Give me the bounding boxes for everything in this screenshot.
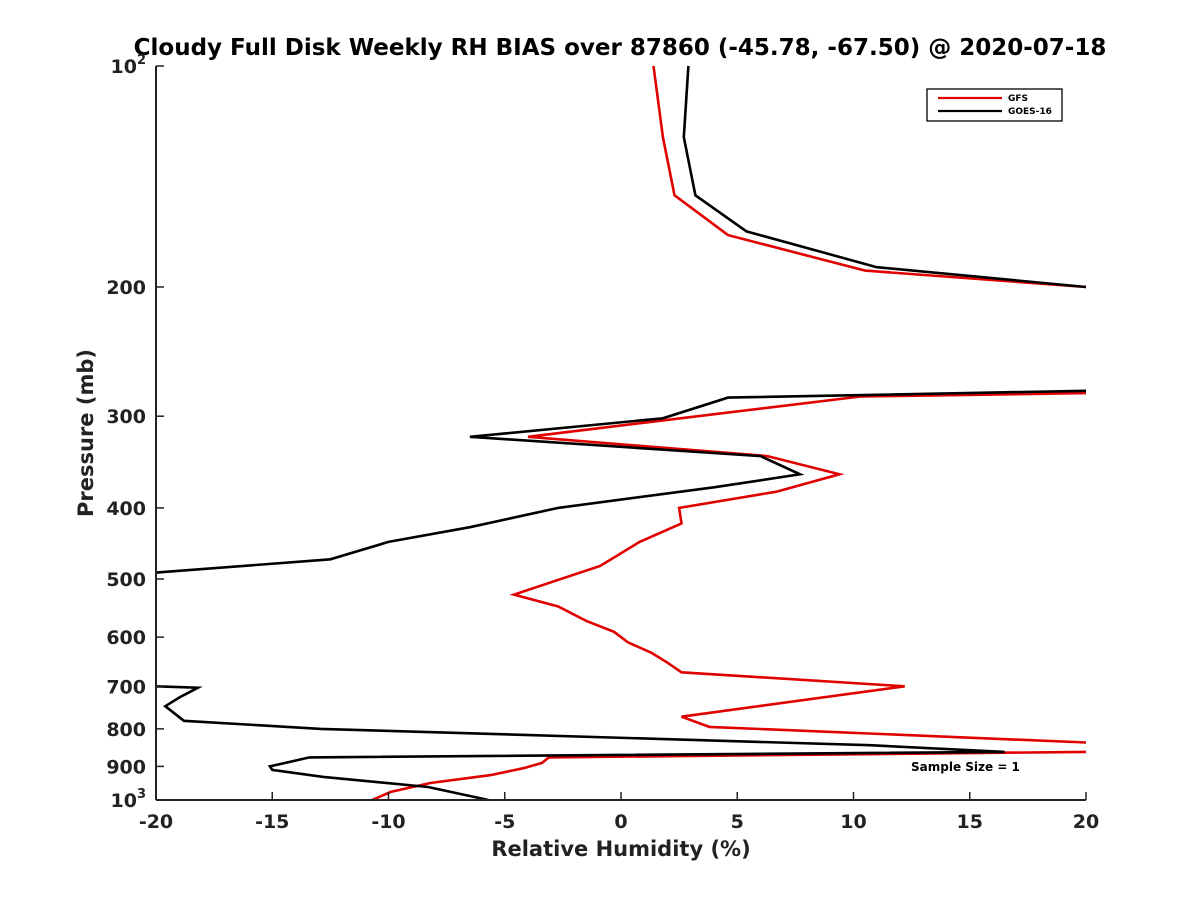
plot-background xyxy=(156,66,1086,800)
series-line-gfs xyxy=(371,65,1087,802)
x-axis-label: Relative Humidity (%) xyxy=(491,837,750,861)
y-tick-label: 900 xyxy=(106,756,146,778)
series-group xyxy=(155,65,1087,802)
series-line-goes-16 xyxy=(155,65,1087,802)
x-tick-label: 15 xyxy=(957,811,983,833)
legend-label-goes16: GOES-16 xyxy=(1008,107,1052,117)
y-tick-label: 500 xyxy=(106,569,146,591)
y-tick-label: 200 xyxy=(106,277,146,299)
legend-box xyxy=(926,88,1063,122)
y-tick-labels: 102 200 300 400 500 600 700 800 900 103 xyxy=(106,53,146,812)
y-axis-label: Pressure (mb) xyxy=(74,349,98,517)
x-tick-label: -20 xyxy=(139,811,173,833)
x-tick-label: -5 xyxy=(494,811,515,833)
y-tick-label: 400 xyxy=(106,498,146,520)
legend: GFS GOES-16 xyxy=(926,88,1063,122)
x-tick-label: -10 xyxy=(371,811,405,833)
plot-area xyxy=(155,65,1087,802)
legend-label-gfs: GFS xyxy=(1008,94,1028,104)
sample-size-annotation: Sample Size = 1 xyxy=(911,760,1020,774)
y-tick-label: 300 xyxy=(106,406,146,428)
y-tick-label: 102 xyxy=(111,53,147,78)
chart-title: Cloudy Full Disk Weekly RH BIAS over 878… xyxy=(134,35,1107,61)
x-tick-label: 5 xyxy=(731,811,744,833)
x-tick-label: 10 xyxy=(840,811,866,833)
x-tick-label: 20 xyxy=(1073,811,1099,833)
x-tick-labels: -20 -15 -10 -5 0 5 10 15 20 xyxy=(139,811,1099,833)
x-tick-label: 0 xyxy=(614,811,627,833)
y-tick-label: 800 xyxy=(106,719,146,741)
y-tick-label: 700 xyxy=(106,676,146,698)
y-tick-label: 103 xyxy=(111,787,147,812)
y-tick-label: 600 xyxy=(106,627,146,649)
x-tick-label: -15 xyxy=(255,811,289,833)
